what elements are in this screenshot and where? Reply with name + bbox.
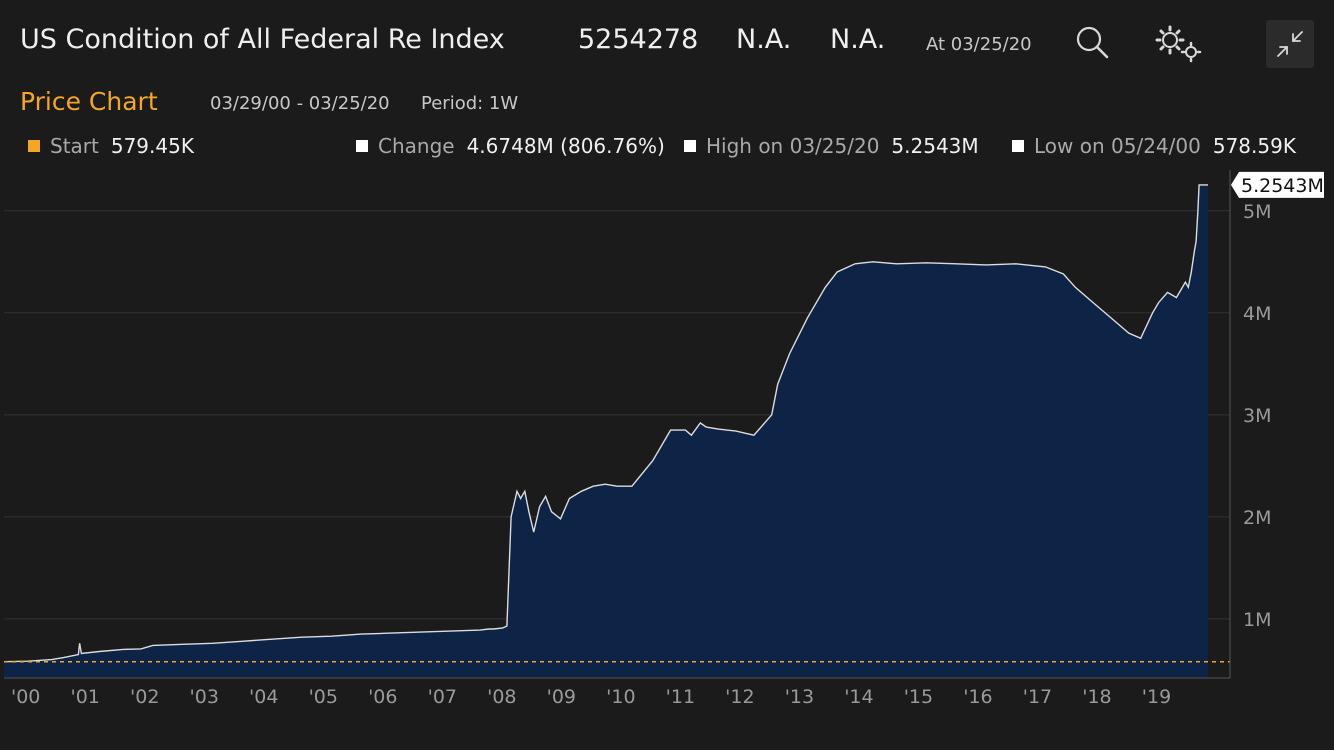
search-icon[interactable] [1074,24,1114,64]
price-chart-title[interactable]: Price Chart [20,87,158,116]
legend-change: Change 4.6748M (806.76%) [356,134,665,158]
date-range: 03/29/00 - 03/25/20 [210,93,390,114]
x-tick-label: '13 [785,686,814,708]
x-tick-label: '08 [487,686,516,708]
x-tick-label: '18 [1082,686,1111,708]
index-title: US Condition of All Federal Re Index [20,24,505,55]
x-tick-label: '07 [428,686,457,708]
x-tick-label: '00 [11,686,40,708]
y-tick-label: 4M [1243,303,1271,325]
x-tick-label: '03 [190,686,219,708]
series-line [3,184,1208,663]
high-label: High on 03/25/20 [706,134,880,158]
x-tick-label: '12 [725,686,754,708]
field-na-2: N.A. [830,24,886,55]
change-swatch [356,140,368,152]
start-value: 579.45K [110,134,194,158]
header: US Condition of All Federal Re Index 525… [0,0,1334,84]
low-value: 578.59K [1212,134,1296,158]
x-tick-label: '10 [606,686,635,708]
start-label: Start [50,134,99,158]
collapse-icon [1277,31,1303,57]
x-tick-label: '19 [1142,686,1171,708]
x-tick-label: '17 [1023,686,1052,708]
y-tick-label: 5M [1243,201,1271,223]
change-label: Change [378,134,455,158]
y-tick-label: 2M [1243,507,1271,529]
x-tick-label: '11 [666,686,695,708]
change-value: 4.6748M (806.76%) [466,134,665,158]
x-tick-label: '02 [130,686,159,708]
area-fill [4,184,1208,678]
period-label: Period: 1W [421,93,519,114]
legend-start: Start 579.45K [28,134,194,158]
price-chart[interactable]: 1M 2M 3M 4M 5M '00 '01 '02 '03 '04 '05 '06 '07 '08 '09… [0,170,1334,750]
x-tick-label: '16 [963,686,992,708]
x-tick-label: '01 [71,686,100,708]
as-of-date: At 03/25/20 [926,34,1032,55]
y-tick-label: 3M [1243,405,1271,427]
x-tick-label: '15 [904,686,933,708]
start-swatch [28,140,40,152]
legend-low: Low on 05/24/00 578.59K [1012,134,1296,158]
x-tick-label: '06 [368,686,397,708]
low-swatch [1012,140,1024,152]
legend: Start 579.45K Change 4.6748M (806.76%) Hig… [0,130,1334,162]
x-tick-label: '04 [249,686,278,708]
field-na-1: N.A. [736,24,792,55]
gears-icon[interactable] [1152,22,1208,66]
last-value-label: 5.2543M [1241,175,1324,197]
x-tick-label: '09 [547,686,576,708]
index-value: 5254278 [578,24,699,55]
legend-high: High on 03/25/20 5.2543M [684,134,979,158]
last-value-callout [1231,171,1324,198]
high-swatch [684,140,696,152]
x-tick-label: '14 [844,686,873,708]
collapse-button[interactable] [1266,20,1314,68]
x-tick-label: '05 [309,686,338,708]
y-tick-label: 1M [1243,609,1271,631]
high-value: 5.2543M [891,134,979,158]
subheader: Price Chart 03/29/00 - 03/25/20 Period: … [0,86,1334,122]
low-label: Low on 05/24/00 [1034,134,1201,158]
